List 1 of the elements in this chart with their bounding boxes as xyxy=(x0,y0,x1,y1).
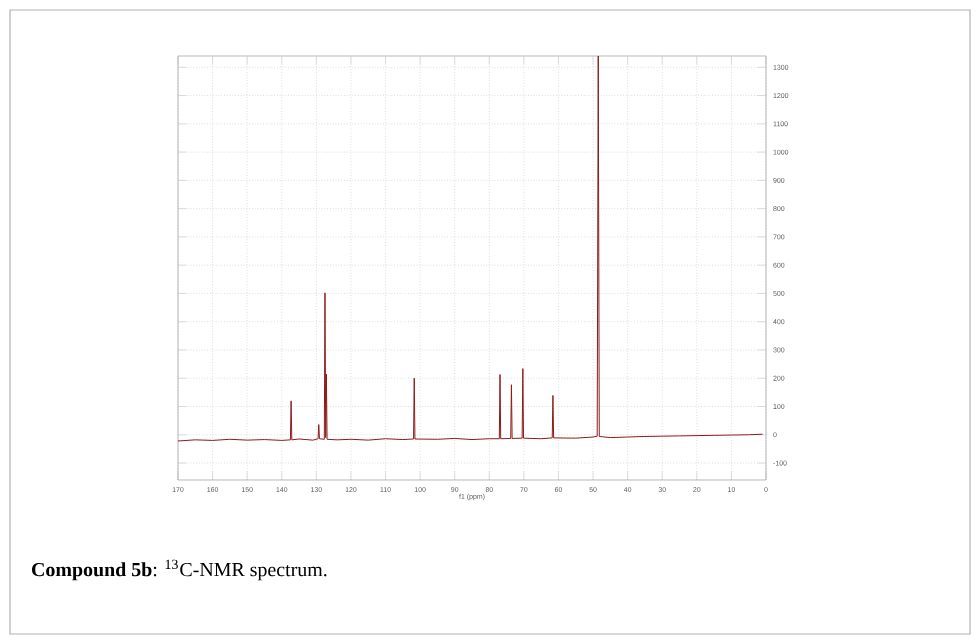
text: Compound 5b: $^{13}$C-NMR spectrum. xyxy=(32,559,327,581)
